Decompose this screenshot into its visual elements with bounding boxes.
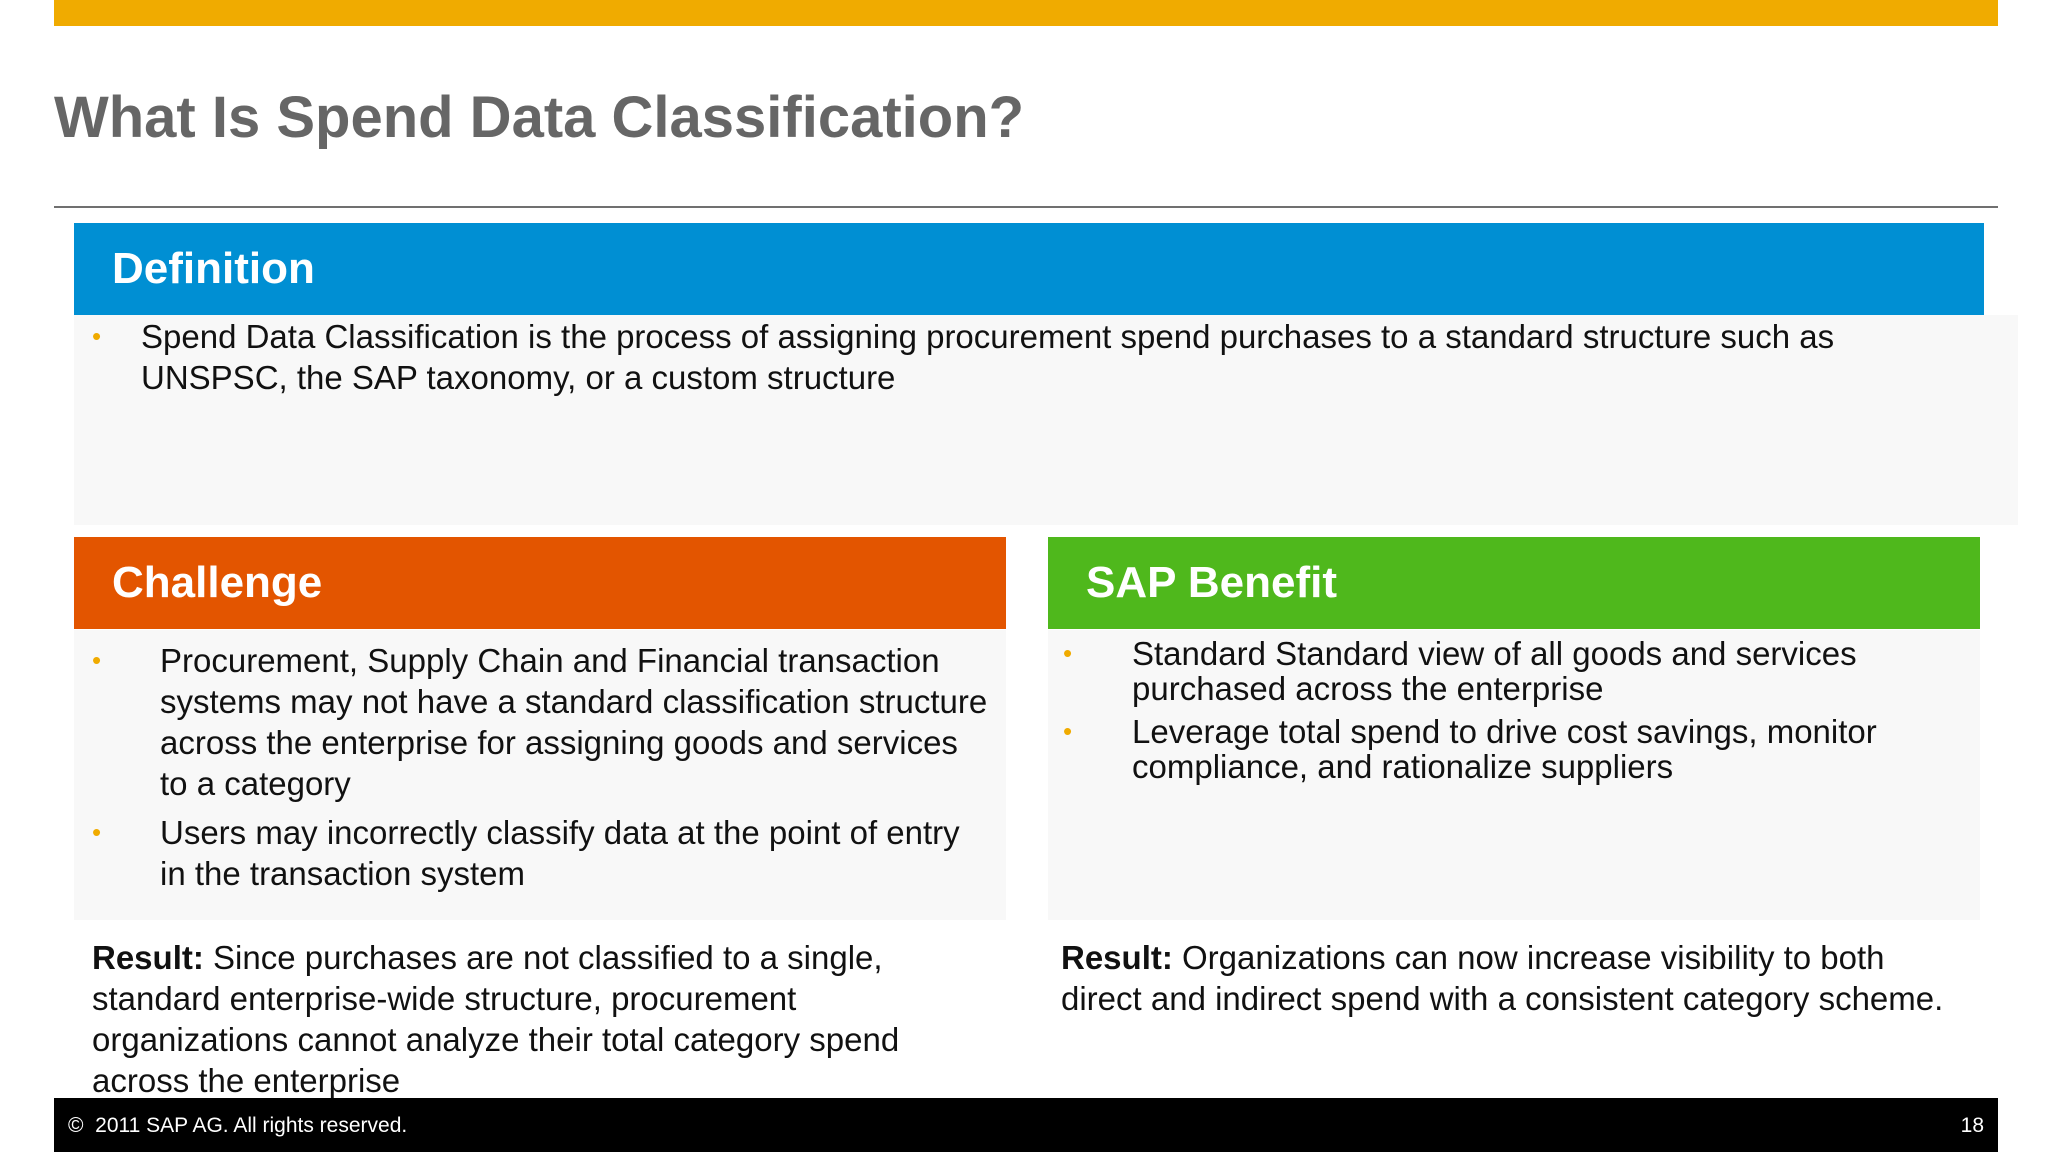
challenge-header: Challenge [74, 537, 1006, 629]
benefit-heading: SAP Benefit [1086, 558, 1338, 607]
definition-header: Definition [74, 223, 1984, 315]
benefit-result-text: Organizations can now increase visibilit… [1061, 939, 1944, 1017]
challenge-bullet-text: Users may incorrectly classify data at t… [160, 814, 960, 892]
bullet-dot-icon: • [92, 817, 102, 847]
bullet-dot-icon: • [1063, 716, 1073, 746]
definition-bullet-list: • Spend Data Classification is the proce… [92, 316, 1911, 398]
challenge-bullet-item: • Procurement, Supply Chain and Financia… [92, 640, 990, 804]
bullet-dot-icon: • [92, 645, 102, 675]
challenge-panel [74, 630, 1006, 920]
challenge-heading: Challenge [112, 558, 323, 607]
challenge-bullet-text: Procurement, Supply Chain and Financial … [160, 642, 988, 802]
benefit-result-label: Result: [1061, 939, 1173, 976]
copyright-icon: © [68, 1114, 84, 1137]
benefit-bullet-text: Leverage total spend to drive cost savin… [1132, 713, 1877, 785]
definition-panel [74, 315, 2018, 525]
copyright-text: 2011 SAP AG. All rights reserved. [95, 1114, 408, 1137]
benefit-panel [1048, 630, 1980, 920]
title-divider [54, 206, 1998, 208]
challenge-bullet-item: • Users may incorrectly classify data at… [92, 812, 990, 894]
benefit-bullet-text: Standard Standard view of all goods and … [1132, 635, 1857, 707]
challenge-result-text: Since purchases are not classified to a … [92, 939, 900, 1099]
challenge-result: Result: Since purchases are not classifi… [92, 937, 982, 1101]
challenge-bullet-list: • Procurement, Supply Chain and Financia… [92, 640, 990, 894]
top-accent-bar [54, 0, 1998, 26]
page-number: 18 [1960, 1114, 1984, 1137]
bullet-dot-icon: • [1063, 638, 1073, 668]
benefit-header: SAP Benefit [1048, 537, 1980, 629]
footer-bar: © 2011 SAP AG. All rights reserved. 18 [54, 1098, 1998, 1152]
definition-bullet-text: Spend Data Classification is the process… [141, 318, 1835, 396]
challenge-result-label: Result: [92, 939, 204, 976]
definition-heading: Definition [112, 244, 315, 293]
benefit-bullet-list: • Standard Standard view of all goods an… [1063, 635, 1972, 785]
slide-title: What Is Spend Data Classification? [54, 85, 1025, 150]
benefit-result: Result: Organizations can now increase v… [1061, 937, 1951, 1019]
definition-bullet-item: • Spend Data Classification is the proce… [92, 316, 1911, 398]
benefit-bullet-item: • Leverage total spend to drive cost sav… [1063, 713, 1972, 785]
footer-copyright: © 2011 SAP AG. All rights reserved. [68, 1114, 407, 1138]
benefit-bullet-item: • Standard Standard view of all goods an… [1063, 635, 1972, 707]
bullet-dot-icon: • [92, 321, 102, 351]
